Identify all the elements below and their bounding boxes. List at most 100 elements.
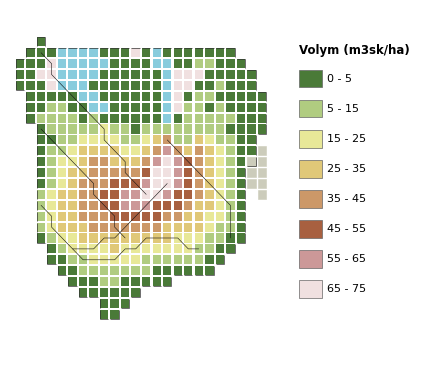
Bar xyxy=(68,255,77,264)
Bar xyxy=(100,70,108,79)
Bar xyxy=(89,113,98,123)
Bar xyxy=(121,168,129,177)
Bar xyxy=(121,222,129,232)
Bar xyxy=(205,179,213,188)
Bar xyxy=(121,81,129,90)
Bar xyxy=(184,222,192,232)
Bar xyxy=(173,135,181,145)
Bar xyxy=(79,124,87,134)
Bar xyxy=(121,135,129,145)
Bar xyxy=(173,179,181,188)
Bar xyxy=(141,266,150,275)
Bar xyxy=(184,81,192,90)
Bar xyxy=(152,201,161,210)
Bar xyxy=(110,288,118,297)
Bar xyxy=(226,103,234,112)
Bar xyxy=(89,70,98,79)
Bar xyxy=(173,212,181,221)
Bar xyxy=(205,255,213,264)
Bar xyxy=(205,157,213,166)
Bar xyxy=(141,70,150,79)
Bar xyxy=(110,168,118,177)
Bar xyxy=(110,124,118,134)
Bar xyxy=(173,266,181,275)
Bar xyxy=(205,190,213,199)
Bar xyxy=(26,81,35,90)
Bar xyxy=(26,113,35,123)
Bar xyxy=(194,212,203,221)
Bar xyxy=(152,81,161,90)
Bar xyxy=(194,103,203,112)
Bar xyxy=(236,146,244,155)
Bar xyxy=(184,146,192,155)
Bar xyxy=(89,179,98,188)
Bar xyxy=(68,179,77,188)
Bar xyxy=(205,222,213,232)
Bar xyxy=(58,48,66,57)
Bar xyxy=(100,59,108,68)
Bar xyxy=(100,179,108,188)
Bar xyxy=(68,92,77,101)
Bar xyxy=(37,179,45,188)
Bar xyxy=(79,233,87,243)
Bar xyxy=(89,190,98,199)
Bar xyxy=(37,124,45,134)
FancyBboxPatch shape xyxy=(298,220,321,238)
Bar xyxy=(121,190,129,199)
Bar xyxy=(152,103,161,112)
Text: 35 - 45: 35 - 45 xyxy=(326,194,365,204)
Bar xyxy=(194,135,203,145)
Bar xyxy=(100,299,108,308)
Bar xyxy=(163,157,171,166)
Bar xyxy=(226,113,234,123)
Bar xyxy=(89,233,98,243)
Bar xyxy=(184,70,192,79)
Bar xyxy=(141,233,150,243)
Bar xyxy=(100,244,108,254)
Bar xyxy=(37,48,45,57)
Bar xyxy=(79,266,87,275)
Bar xyxy=(194,266,203,275)
Bar xyxy=(100,255,108,264)
Bar xyxy=(141,190,150,199)
Bar xyxy=(79,222,87,232)
Bar xyxy=(205,92,213,101)
Bar xyxy=(173,233,181,243)
Bar xyxy=(68,81,77,90)
Bar xyxy=(163,124,171,134)
Bar xyxy=(58,113,66,123)
Bar xyxy=(68,59,77,68)
Bar xyxy=(194,179,203,188)
Bar xyxy=(152,135,161,145)
Bar xyxy=(47,70,56,79)
Bar xyxy=(131,255,140,264)
Bar xyxy=(26,103,35,112)
Bar xyxy=(247,146,255,155)
Bar xyxy=(110,299,118,308)
Bar xyxy=(236,103,244,112)
Text: 65 - 75: 65 - 75 xyxy=(326,284,365,294)
Bar xyxy=(100,113,108,123)
Bar xyxy=(110,103,118,112)
Bar xyxy=(194,146,203,155)
Bar xyxy=(89,124,98,134)
Bar xyxy=(47,135,56,145)
Bar xyxy=(47,48,56,57)
Bar xyxy=(58,266,66,275)
Bar xyxy=(194,190,203,199)
Bar xyxy=(141,81,150,90)
Bar xyxy=(163,92,171,101)
Bar xyxy=(68,113,77,123)
Bar xyxy=(163,146,171,155)
Bar xyxy=(226,233,234,243)
Bar xyxy=(194,113,203,123)
Bar xyxy=(205,124,213,134)
Bar xyxy=(131,277,140,286)
Bar xyxy=(58,135,66,145)
Bar xyxy=(47,244,56,254)
Bar xyxy=(257,92,266,101)
Bar xyxy=(68,212,77,221)
Bar xyxy=(226,59,234,68)
Bar xyxy=(37,233,45,243)
Bar xyxy=(226,81,234,90)
